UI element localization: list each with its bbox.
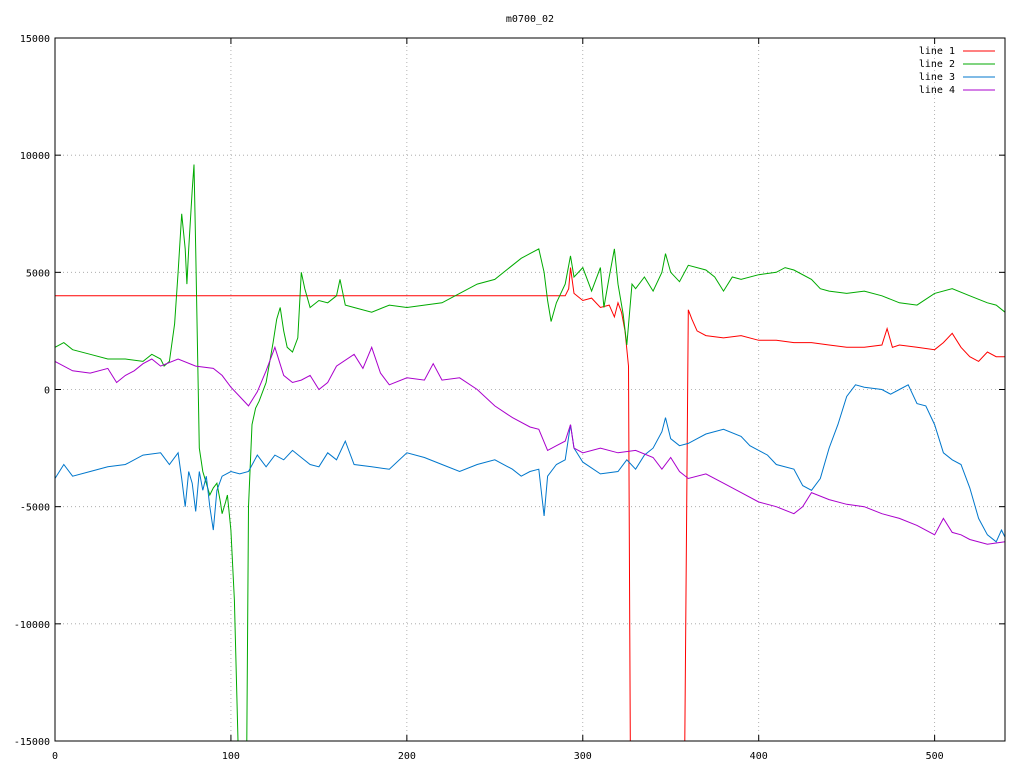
x-tick-label: 400 xyxy=(750,751,768,762)
legend-label: line 3 xyxy=(919,72,955,83)
y-axis: -15000 -10000 -5000 0 5000 10000 15000 xyxy=(14,34,1005,748)
x-tick-label: 300 xyxy=(574,751,592,762)
y-tick-label: -10000 xyxy=(14,620,50,631)
y-tick-label: -15000 xyxy=(14,737,50,748)
y-tick-label: -5000 xyxy=(20,503,50,514)
plot-frame xyxy=(54,37,1006,742)
x-tick-label: 500 xyxy=(926,751,944,762)
plot-area xyxy=(54,164,1006,742)
chart-title: m0700_02 xyxy=(506,14,554,25)
x-tick-label: 100 xyxy=(222,751,240,762)
legend: line 1 line 2 line 3 line 4 xyxy=(919,46,995,96)
grid xyxy=(55,38,1005,741)
series-line-4 xyxy=(54,345,1006,545)
legend-label: line 4 xyxy=(919,85,955,96)
y-tick-label: 10000 xyxy=(20,151,50,162)
y-tick-label: 0 xyxy=(44,386,50,397)
legend-label: line 2 xyxy=(919,59,955,70)
series-line-1 xyxy=(55,267,1005,742)
series-line-3 xyxy=(54,384,1006,543)
legend-label: line 1 xyxy=(919,46,955,57)
y-tick-label: 15000 xyxy=(20,34,50,45)
y-tick-label: 5000 xyxy=(26,268,50,279)
x-tick-label: 200 xyxy=(398,751,416,762)
x-axis: 0 100 200 300 400 500 xyxy=(52,38,944,762)
x-tick-label: 0 xyxy=(52,751,58,762)
series-line-2 xyxy=(54,164,1006,742)
